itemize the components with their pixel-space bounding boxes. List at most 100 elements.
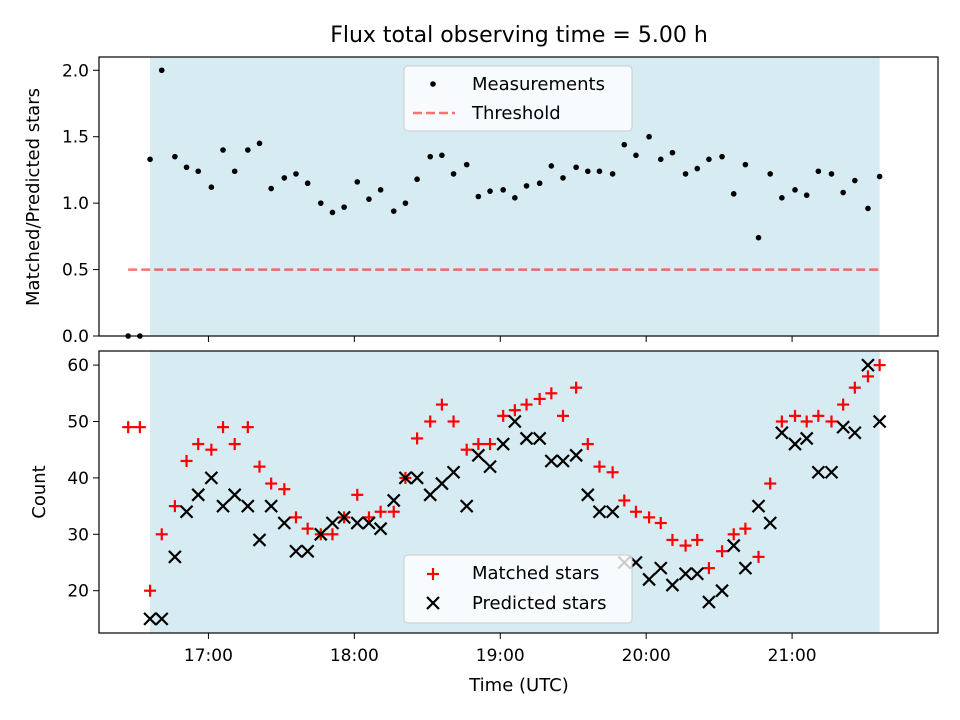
predicted-star-point xyxy=(179,504,194,519)
matched-star-point xyxy=(374,505,387,518)
measurement-point xyxy=(573,164,579,171)
matched-star-point xyxy=(727,528,740,541)
measurement-point xyxy=(341,204,347,210)
predicted-star-point xyxy=(861,358,875,372)
matched-star-point xyxy=(545,387,558,400)
measurement-point xyxy=(560,175,566,181)
predicted-star-point xyxy=(726,538,741,553)
measurement-point xyxy=(183,164,190,171)
predicted-star-point xyxy=(154,612,169,626)
legend-measurements-label: Measurements xyxy=(472,74,605,95)
y-tick-label: 40 xyxy=(67,469,89,489)
measurement-point xyxy=(852,177,858,184)
x-axis-label: Time (UTC) xyxy=(468,675,569,696)
matched-star-point xyxy=(326,528,339,541)
measurement-point xyxy=(427,153,434,160)
measurement-point xyxy=(208,184,215,190)
predicted-star-point xyxy=(605,504,620,519)
matched-star-point xyxy=(228,438,241,451)
predicted-star-point xyxy=(848,426,862,440)
measurement-point xyxy=(828,171,835,177)
predicted-star-point xyxy=(300,544,315,558)
predicted-star-point xyxy=(690,567,705,581)
figure-title: Flux total observing time = 5.00 h xyxy=(330,23,708,48)
x-tick-label: 21:00 xyxy=(768,646,817,666)
predicted-star-point xyxy=(702,595,716,609)
matched-star-point xyxy=(497,409,510,422)
matched-star-point xyxy=(666,533,679,546)
matched-star-point xyxy=(752,550,765,563)
matched-star-point xyxy=(155,528,168,541)
measurement-point xyxy=(158,67,165,74)
predicted-star-point xyxy=(788,437,802,451)
predicted-star-point xyxy=(508,414,522,429)
y-tick-label: 60 xyxy=(67,356,89,376)
predicted-star-point xyxy=(459,499,474,513)
predicted-star-point xyxy=(775,426,789,440)
predicted-star-point xyxy=(204,471,219,485)
legend-predicted-marker xyxy=(426,596,440,610)
matched-star-point xyxy=(716,545,729,558)
matched-star-point xyxy=(278,483,291,496)
measurement-point xyxy=(706,156,712,163)
matched-star-point xyxy=(241,421,254,434)
matched-star-point xyxy=(217,421,230,434)
predicted-star-point xyxy=(216,499,230,513)
measurement-point xyxy=(354,179,361,185)
measurement-point xyxy=(609,171,616,177)
y-tick-label: 1.0 xyxy=(62,194,89,214)
x-tick-label: 20:00 xyxy=(622,646,671,666)
predicted-star-point xyxy=(581,488,595,502)
predicted-star-point xyxy=(325,516,340,530)
measurement-point xyxy=(755,234,762,241)
predicted-star-point xyxy=(143,612,157,626)
predicted-star-point xyxy=(168,550,182,564)
measurement-point xyxy=(767,171,773,177)
measurement-point xyxy=(657,156,664,163)
measurement-point xyxy=(621,141,628,148)
ratio-legend-box xyxy=(403,65,633,132)
x-tick-label: 17:00 xyxy=(184,646,233,666)
matched-star-point xyxy=(861,370,874,383)
predicted-star-point xyxy=(264,499,278,513)
matched-star-point xyxy=(873,359,886,372)
measurement-point xyxy=(512,195,518,201)
matched-star-point xyxy=(593,460,606,473)
predicted-star-point xyxy=(569,448,583,463)
predicted-star-point xyxy=(496,437,510,451)
measurement-point xyxy=(317,200,324,206)
matched-star-point xyxy=(618,494,631,507)
y-tick-label: 1.5 xyxy=(62,128,89,148)
predicted-star-point xyxy=(471,448,486,463)
matched-star-point xyxy=(180,454,193,467)
measurement-point xyxy=(366,196,372,202)
y-tick-label: 50 xyxy=(67,413,89,433)
predicted-star-point xyxy=(350,516,365,530)
predicted-star-point xyxy=(532,431,547,446)
measurement-point xyxy=(585,168,591,175)
measurement-point xyxy=(779,195,785,201)
predicted-star-point xyxy=(872,414,887,429)
measurement-point xyxy=(487,188,493,194)
measurement-point xyxy=(220,147,226,153)
predicted-star-point xyxy=(836,420,850,434)
matched-star-point xyxy=(739,522,752,535)
matched-star-point xyxy=(301,522,314,535)
legend-measurement-marker xyxy=(430,81,436,87)
matched-star-point xyxy=(557,409,570,422)
matched-star-point xyxy=(122,421,135,434)
measurement-point xyxy=(475,193,482,200)
matched-star-point xyxy=(387,505,400,518)
measurement-point xyxy=(694,165,701,172)
matched-star-point xyxy=(848,381,861,394)
predicted-star-point xyxy=(751,499,766,513)
count-panel-frame xyxy=(98,350,939,634)
predicted-star-point xyxy=(653,561,668,575)
measurement-point xyxy=(195,168,202,175)
matched-star-point xyxy=(351,488,364,501)
measurement-point xyxy=(304,180,311,187)
matched-star-point xyxy=(205,443,218,456)
predicted-star-point xyxy=(811,465,826,480)
matched-star-point xyxy=(144,584,157,597)
